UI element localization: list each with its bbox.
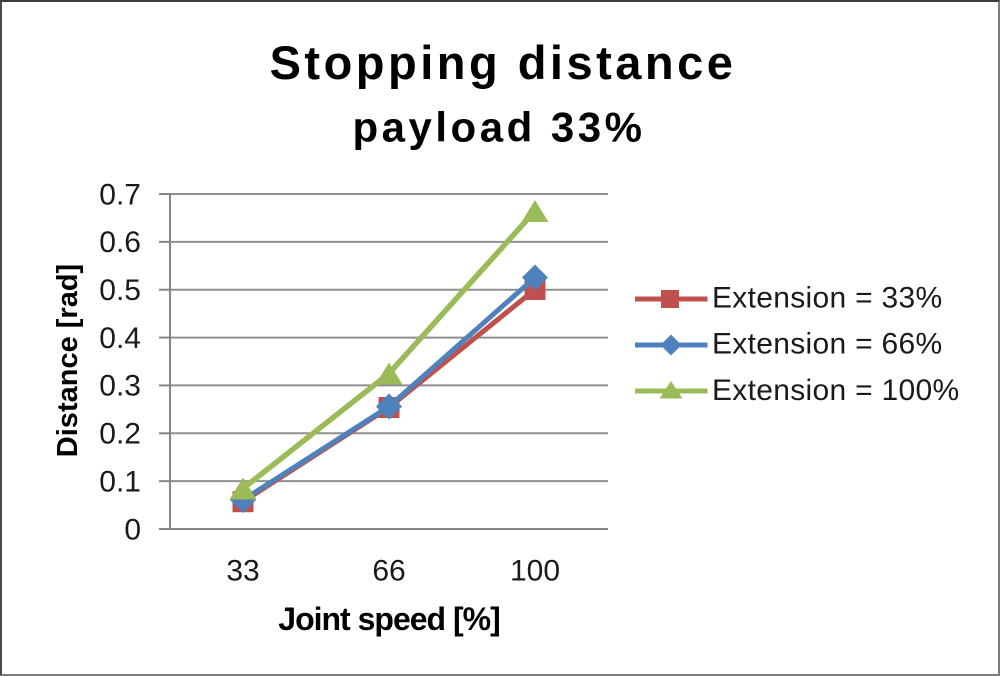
svg-text:0.7: 0.7: [99, 178, 141, 211]
svg-text:Extension = 33%: Extension = 33%: [712, 282, 942, 315]
svg-text:0: 0: [124, 513, 141, 546]
svg-text:Extension = 66%: Extension = 66%: [712, 328, 942, 361]
svg-text:0.5: 0.5: [99, 274, 141, 307]
svg-text:Joint speed [%]: Joint speed [%]: [278, 601, 499, 637]
svg-text:Distance [rad]: Distance [rad]: [52, 264, 84, 457]
svg-text:100: 100: [510, 554, 560, 587]
svg-text:0.1: 0.1: [99, 465, 141, 498]
svg-text:0.2: 0.2: [99, 418, 141, 451]
svg-text:33: 33: [226, 554, 259, 587]
svg-text:payload 33%: payload 33%: [353, 103, 646, 150]
svg-text:66: 66: [372, 554, 405, 587]
svg-text:0.3: 0.3: [99, 370, 141, 403]
svg-text:Stopping distance: Stopping distance: [270, 36, 737, 89]
svg-text:0.4: 0.4: [99, 322, 141, 355]
svg-text:Extension = 100%: Extension = 100%: [712, 374, 959, 407]
svg-text:0.6: 0.6: [99, 226, 141, 259]
